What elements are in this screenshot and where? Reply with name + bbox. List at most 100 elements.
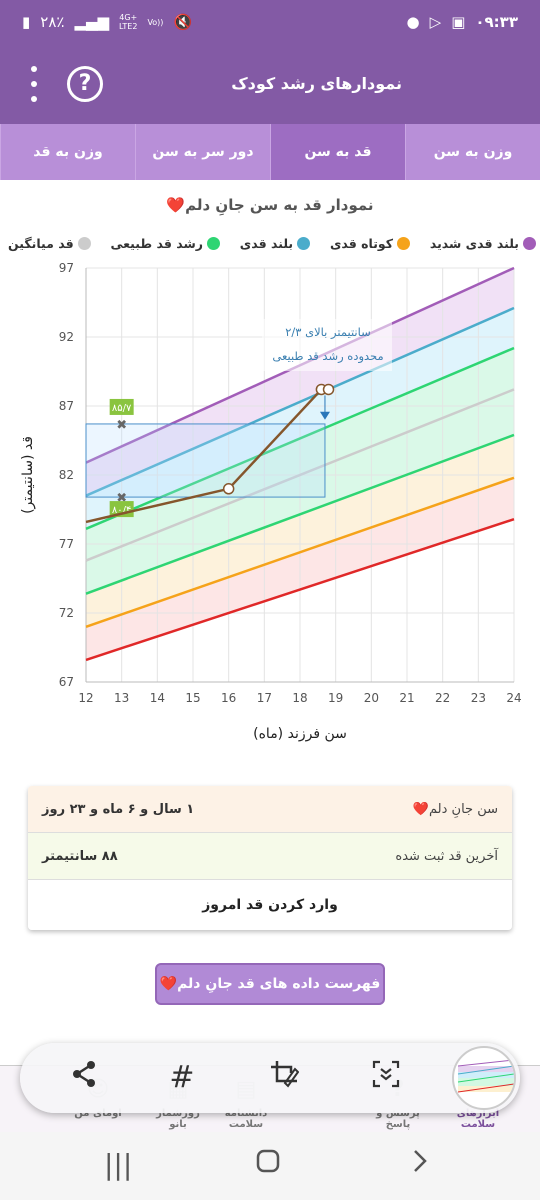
- y-axis-label: قد (سانتیمتر): [20, 436, 36, 514]
- app-title: نمودارهای رشد کودک: [231, 74, 402, 93]
- x-tick-label: 24: [506, 691, 521, 705]
- legend-label: بلند قدی شدید: [429, 236, 519, 251]
- y-tick-label: 82: [59, 468, 74, 482]
- y-tick-label: 67: [59, 675, 74, 689]
- x-tick-label: 21: [399, 691, 414, 705]
- legend-item: بلند قدی شدید: [430, 236, 536, 251]
- child-info-card: سن جانِ دلم❤️ ۱ سال و ۶ ماه و ۲۳ روز آخر…: [28, 786, 512, 930]
- reference-curve: [85, 433, 515, 595]
- x-tick-label: 19: [328, 691, 343, 705]
- x-tick-label: 13: [114, 691, 129, 705]
- tab-height-for-age[interactable]: قد به سن: [270, 124, 405, 180]
- reference-curve: [85, 476, 515, 628]
- last-height-value: ۸۸ سانتیمتر: [42, 848, 118, 864]
- network-type: 4G+ LTE2: [119, 13, 138, 31]
- back-icon[interactable]: [410, 1148, 430, 1181]
- x-tick-label: 16: [221, 691, 236, 705]
- marker-label: ۸۰/۴: [112, 505, 131, 516]
- legend-label: بلند قدی: [239, 236, 294, 251]
- legend-label: قد میانگین: [8, 236, 74, 251]
- chart-tabs: وزن به سن قد به سن دور سر به سن وزن به ق…: [0, 124, 540, 180]
- annotation-line2: محدوده رشد قد طبیعی: [272, 349, 383, 364]
- age-row: سن جانِ دلم❤️ ۱ سال و ۶ ماه و ۲۳ روز: [28, 786, 512, 833]
- y-tick-label: 77: [59, 537, 74, 551]
- y-tick-label: 97: [59, 261, 74, 275]
- legend-dot: [523, 237, 536, 250]
- signal-icon: ▂▄▆: [74, 13, 110, 31]
- x-axis-label: سن فرزند (ماه): [253, 726, 347, 742]
- x-tick-label: 15: [185, 691, 200, 705]
- app-bar: ? نمودارهای رشد کودک: [0, 44, 540, 124]
- battery-level: ۲۸٪: [40, 13, 65, 31]
- legend-item: بلند قدی: [239, 236, 311, 251]
- legend-item: قد میانگین: [8, 236, 91, 251]
- marker-label-bg: [109, 398, 134, 415]
- chart-legend: بلند قدی شدید کوتاه قدی بلند قدی رشد قد …: [8, 236, 536, 251]
- legend-dot: [77, 237, 91, 250]
- child-height-point: [322, 383, 335, 396]
- age-value: ۱ سال و ۶ ماه و ۲۳ روز: [42, 801, 195, 817]
- height-for-age-chart[interactable]: 12 13 14 15 16 17 18 19 20 21 22 23 24 67 72 77 82 87 92 97…: [0, 255, 540, 755]
- scroll-capture-icon[interactable]: [366, 1059, 406, 1099]
- crop-edit-icon[interactable]: [264, 1059, 304, 1099]
- tab-head-for-age[interactable]: دور سر به سن: [135, 124, 270, 180]
- marker-label: ۸۵/۷: [112, 403, 132, 414]
- nav-label: ابزارهای سلامت: [456, 1108, 500, 1130]
- screenshot-toolbar: #: [20, 1043, 520, 1113]
- y-tick-label: 87: [59, 399, 74, 413]
- reference-curve: [85, 388, 515, 562]
- mute-icon: 🔇: [173, 13, 193, 31]
- child-height-point: [222, 483, 235, 495]
- help-button[interactable]: ?: [67, 66, 103, 102]
- reference-curve: [85, 346, 515, 530]
- system-nav-bar: |||: [0, 1132, 540, 1200]
- status-bar: ▮ ۲۸٪ ▂▄▆ 4G+ LTE2 Vo)) 🔇 ● ▷ ▣ ۰۹:۳۳: [0, 0, 540, 44]
- home-icon[interactable]: [255, 1148, 281, 1181]
- y-tick-label: 92: [59, 330, 74, 344]
- enter-height-button[interactable]: وارد کردن قد امروز: [28, 880, 512, 930]
- age-label: سن جانِ دلم❤️: [412, 801, 498, 817]
- legend-dot: [297, 237, 311, 250]
- tab-weight-for-age[interactable]: وزن به سن: [405, 124, 540, 180]
- marker-x: ✖: [116, 491, 127, 506]
- x-tick-label: 12: [78, 691, 93, 705]
- battery-icon: ▮: [22, 13, 31, 31]
- nav-label: اومای من: [74, 1108, 122, 1119]
- y-tick-label: 72: [59, 606, 74, 620]
- x-tick-label: 20: [364, 691, 379, 705]
- play-icon: ▷: [429, 13, 442, 31]
- annotation-line1: ۲/۳ سانتیمتر بالای: [285, 325, 371, 340]
- x-tick-label: 14: [150, 691, 165, 705]
- marker-x: ✖: [116, 418, 127, 433]
- more-menu-icon[interactable]: [22, 66, 46, 102]
- last-height-label: آخرین قد ثبت شده: [395, 848, 498, 864]
- range-box: [85, 423, 326, 498]
- legend-label: کوتاه قدی: [329, 236, 394, 251]
- legend-dot: [397, 237, 411, 250]
- clock: ۰۹:۳۳: [475, 13, 518, 31]
- nav-label: روزشمار بانو: [156, 1108, 200, 1130]
- legend-label: رشد قد طبیعی: [110, 236, 203, 251]
- hashtag-icon[interactable]: #: [169, 1060, 195, 1095]
- nav-label: دانشنامه سلامت: [224, 1108, 268, 1130]
- x-tick-label: 18: [292, 691, 307, 705]
- share-icon[interactable]: [64, 1059, 104, 1099]
- reference-curve: [85, 517, 515, 662]
- x-tick-label: 22: [435, 691, 450, 705]
- x-tick-label: 17: [257, 691, 272, 705]
- gallery-icon: ▣: [451, 13, 466, 31]
- recent-apps-icon[interactable]: |||: [104, 1148, 133, 1181]
- chart-title: نمودار قد به سن جانِ دلم❤️: [166, 196, 374, 214]
- annotation-bg: [262, 319, 392, 371]
- legend-dot: [206, 237, 220, 250]
- reference-curve: [85, 306, 515, 497]
- height-data-list-button[interactable]: فهرست داده های قد جانِ دلم❤️: [155, 963, 385, 1005]
- volte-indicator: Vo)): [147, 17, 164, 27]
- legend-item: کوتاه قدی: [329, 236, 411, 251]
- legend-item: رشد قد طبیعی: [110, 236, 220, 251]
- tab-weight-for-height[interactable]: وزن به قد: [0, 124, 135, 180]
- x-tick-label: 23: [471, 691, 486, 705]
- notification-dot-icon: ●: [406, 13, 420, 31]
- nav-label: پرسش و پاسخ: [376, 1108, 420, 1130]
- screenshot-thumbnail[interactable]: [452, 1046, 516, 1110]
